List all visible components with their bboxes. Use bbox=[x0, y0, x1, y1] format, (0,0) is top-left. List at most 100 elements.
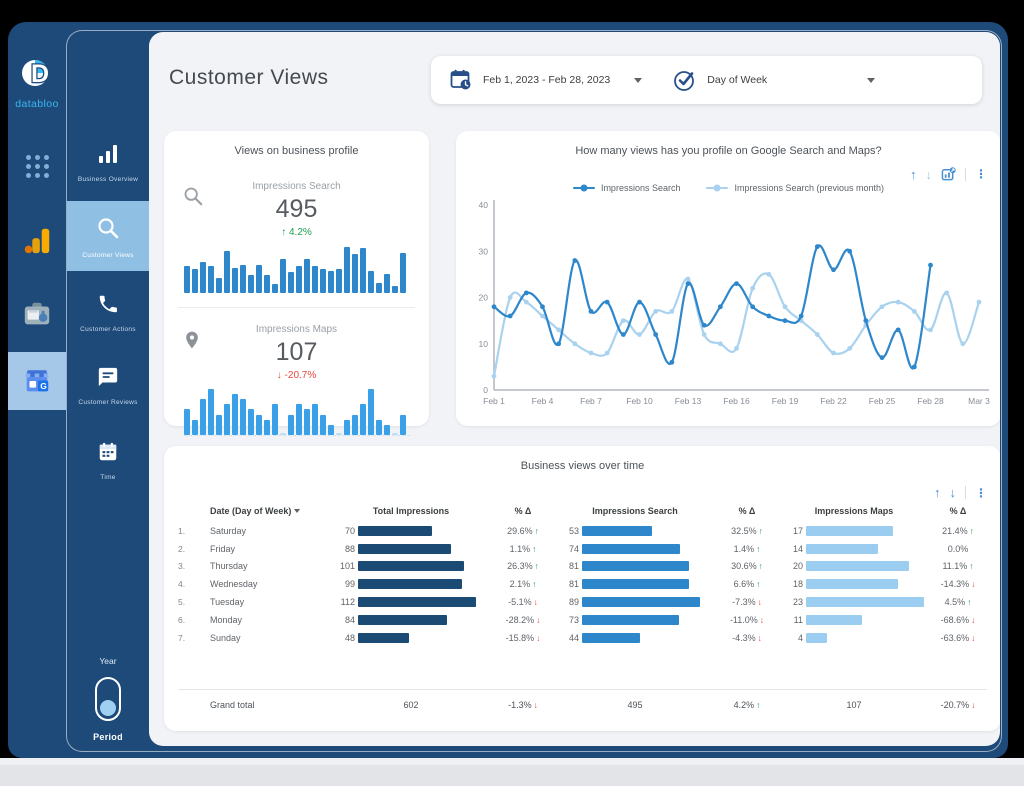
cell-impressions-search: 81 bbox=[560, 561, 710, 572]
spark-bar bbox=[255, 265, 262, 293]
value-bar bbox=[358, 579, 462, 590]
year-period-toggle[interactable] bbox=[95, 677, 121, 721]
spark-bar bbox=[287, 415, 294, 435]
databloo-logo[interactable]: D databloo bbox=[8, 56, 66, 110]
table-row: 6. Monday 84 -28.2% ↓ 73 -11.0% ↓ 11 -68.6% ↓ bbox=[164, 611, 1000, 629]
sparkline-impressions-maps bbox=[183, 388, 410, 436]
spark-bar bbox=[295, 266, 302, 293]
spark-bar bbox=[391, 433, 398, 435]
sidebar-item-customer-actions[interactable]: Customer Actions bbox=[67, 293, 149, 333]
chat-icon bbox=[98, 367, 118, 387]
column-header-maps-delta[interactable]: % Δ bbox=[949, 506, 967, 516]
cell-total-delta: 2.1% ↑ bbox=[492, 579, 554, 589]
sort-up-icon[interactable]: ↑ bbox=[910, 166, 917, 182]
cell-total-delta: -15.8% ↓ bbox=[492, 633, 554, 643]
column-header-date[interactable]: Date (Day of Week) bbox=[210, 506, 330, 516]
delta-arrow-up: ↑ bbox=[534, 561, 539, 572]
cell-maps-delta: 0.0% bbox=[930, 544, 986, 554]
delta-value: -63.6% bbox=[940, 632, 970, 643]
cell-maps-delta: 4.5% ↑ bbox=[930, 597, 986, 607]
grand-total-delta: -1.3% ↓ bbox=[508, 700, 538, 710]
sidebar-item-business-overview[interactable]: Business Overview bbox=[67, 143, 149, 183]
period-toggle-group: Year Period bbox=[67, 651, 149, 745]
spark-bar bbox=[335, 433, 342, 435]
spark-bar bbox=[351, 415, 358, 435]
search-console-toolbox-icon[interactable] bbox=[8, 292, 66, 336]
cell-value: 48 bbox=[344, 632, 355, 643]
apps-grid-icon[interactable] bbox=[8, 144, 66, 188]
google-analytics-icon[interactable] bbox=[8, 218, 66, 262]
kebab-menu-icon[interactable]: ⋮ bbox=[975, 167, 987, 181]
cell-total-delta: -5.1% ↓ bbox=[492, 597, 554, 607]
table-row: 7. Sunday 48 -15.8% ↓ 44 -4.3% ↓ 4 -63.6% ↓ bbox=[164, 629, 1000, 647]
delta-value: 29.6% bbox=[507, 525, 533, 536]
sidebar-item-customer-views[interactable]: Customer Views bbox=[67, 201, 149, 271]
delta-value: -15.8% bbox=[505, 632, 535, 643]
chart-controls: ↑ ↓ ⋮ bbox=[910, 167, 987, 181]
delta-value: -5.1% bbox=[508, 597, 532, 608]
delta-arrow-down: ↓ bbox=[757, 632, 762, 643]
cell-impressions-search: 73 bbox=[560, 614, 710, 625]
delta-value: -68.6% bbox=[940, 614, 970, 625]
delta-arrow-up: ↑ bbox=[969, 525, 974, 536]
delta-arrow-down: ↓ bbox=[971, 700, 976, 710]
value-bar bbox=[806, 543, 878, 554]
cell-value: 112 bbox=[340, 597, 355, 608]
scorecard-card: Views on business profile Impressions Se… bbox=[164, 131, 429, 436]
cell-search-delta: -7.3% ↓ bbox=[716, 597, 778, 607]
cell-value: 17 bbox=[792, 525, 803, 536]
delta-value: -14.3% bbox=[940, 579, 970, 590]
line-chart-plot[interactable]: 0 10 20 30 40 Feb 1 Feb 4 Feb 7 Feb 10 Feb 13 Feb … bbox=[464, 197, 994, 409]
cell-search-delta: 1.4% ↑ bbox=[716, 544, 778, 554]
sort-down-icon[interactable]: ↓ bbox=[949, 485, 957, 500]
cell-maps-delta: -14.3% ↓ bbox=[930, 579, 986, 589]
svg-text:Feb 4: Feb 4 bbox=[532, 396, 554, 406]
value-bar bbox=[806, 561, 909, 572]
controls-divider bbox=[965, 486, 966, 499]
calendar-clock-icon bbox=[450, 69, 471, 90]
row-day: Saturday bbox=[210, 525, 247, 536]
value-bar bbox=[806, 579, 898, 590]
table-row: 1. Saturday 70 29.6% ↑ 53 32.5% ↑ 17 21.4% ↑ bbox=[164, 522, 1000, 540]
date-range-picker[interactable]: Feb 1, 2023 - Feb 28, 2023 bbox=[449, 68, 643, 92]
sidebar-item-customer-reviews[interactable]: Customer Reviews bbox=[67, 366, 149, 406]
column-header-search-delta[interactable]: % Δ bbox=[738, 506, 756, 516]
table-row: 3. Thursday 101 26.3% ↑ 81 30.6% ↑ 20 11.1% ↑ bbox=[164, 558, 1000, 576]
delta-value: 1.4% bbox=[733, 543, 755, 554]
column-header-total-delta[interactable]: % Δ bbox=[514, 506, 532, 516]
dimension-filter[interactable]: Day of Week bbox=[672, 68, 876, 93]
spark-bar bbox=[311, 266, 318, 293]
sidebar-item-time[interactable]: Time bbox=[67, 441, 149, 481]
column-header-total-impressions[interactable]: Total Impressions bbox=[372, 506, 450, 516]
spark-bar bbox=[327, 425, 334, 435]
cell-impressions-maps: 18 bbox=[784, 579, 924, 590]
spark-bar bbox=[207, 266, 214, 293]
grand-total-search-delta: 4.2% ↑ bbox=[733, 700, 761, 710]
metric-delta: ↑ 4.2% bbox=[281, 227, 312, 238]
metric-label: Impressions Maps bbox=[255, 324, 338, 335]
sort-down-icon[interactable]: ↓ bbox=[925, 166, 933, 182]
cell-value: 73 bbox=[568, 614, 579, 625]
cell-value: 18 bbox=[792, 579, 803, 590]
spark-bar bbox=[247, 409, 254, 435]
table-row: 5. Tuesday 112 -5.1% ↓ 89 -7.3% ↓ 23 4.5% ↑ bbox=[164, 593, 1000, 611]
value-bar bbox=[582, 614, 679, 625]
google-business-profile-icon[interactable]: G bbox=[8, 352, 66, 410]
spark-bar bbox=[343, 247, 350, 293]
sort-up-icon[interactable]: ↑ bbox=[934, 485, 941, 500]
legend-item-1[interactable]: Impressions Search (previous month) bbox=[706, 183, 884, 193]
cell-total-impressions: 70 bbox=[336, 525, 486, 536]
phone-icon bbox=[99, 295, 117, 313]
spark-bar bbox=[247, 275, 254, 293]
column-header-impressions-search[interactable]: Impressions Search bbox=[592, 506, 678, 516]
spark-bar bbox=[183, 266, 190, 293]
column-header-impressions-maps[interactable]: Impressions Maps bbox=[814, 506, 894, 516]
spark-bar bbox=[359, 248, 366, 293]
delta-arrow-down: ↓ bbox=[533, 597, 538, 608]
cell-value: 23 bbox=[792, 597, 803, 608]
kebab-menu-icon[interactable]: ⋮ bbox=[975, 485, 987, 500]
cell-value: 81 bbox=[568, 579, 579, 590]
export-chart-icon[interactable] bbox=[941, 167, 956, 181]
legend-item-0[interactable]: Impressions Search bbox=[572, 183, 680, 193]
value-bar bbox=[582, 632, 640, 643]
